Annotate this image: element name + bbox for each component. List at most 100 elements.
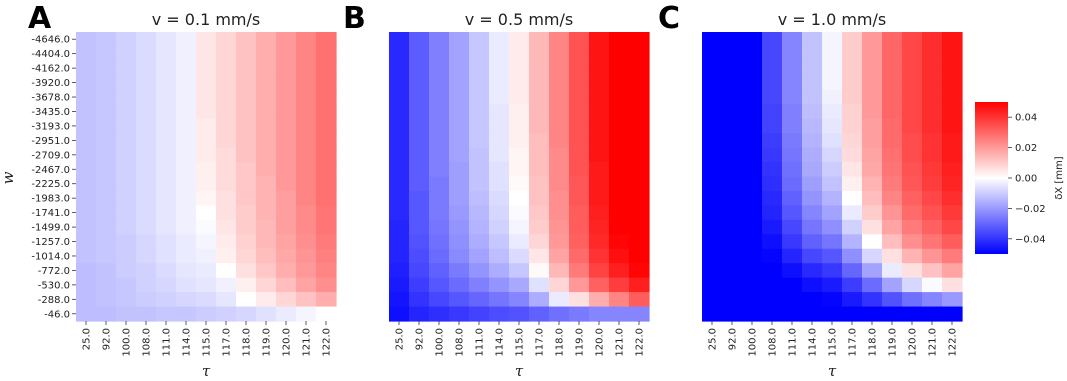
heatmap-cell (276, 306, 297, 322)
heatmap-cell (449, 60, 470, 76)
heatmap-cell (469, 133, 490, 149)
heatmap-cell (469, 248, 490, 264)
heatmap-cell (842, 32, 863, 48)
heatmap-cell (629, 147, 650, 163)
heatmap-cell (449, 104, 470, 120)
heatmap-cell (196, 89, 217, 105)
heatmap-cell (589, 277, 610, 293)
heatmap-cell (489, 118, 510, 134)
heatmap-cell (96, 277, 117, 293)
heatmap-cell (882, 219, 903, 235)
heatmap-cell (256, 277, 277, 293)
heatmap-cell (236, 46, 257, 62)
y-tick-label: -1257.0 (31, 237, 70, 248)
heatmap-cell (882, 176, 903, 192)
panel-a-heatmap (76, 32, 337, 322)
heatmap-cell (609, 234, 630, 250)
heatmap-cell (136, 234, 157, 250)
heatmap-cell (549, 190, 570, 206)
heatmap-cell (469, 118, 490, 134)
heatmap-cell (276, 263, 297, 279)
x-tick-label: 120.0 (908, 328, 919, 357)
heatmap-cell (256, 306, 277, 322)
heatmap-cell (549, 306, 570, 322)
heatmap-cell (316, 248, 337, 264)
heatmap-cell (529, 263, 550, 279)
heatmap-cell (489, 104, 510, 120)
heatmap-cell (802, 219, 823, 235)
heatmap-cell (509, 205, 530, 221)
heatmap-cell (842, 292, 863, 308)
heatmap-cell (782, 263, 803, 279)
heatmap-cell (942, 219, 963, 235)
heatmap-cell (609, 190, 630, 206)
heatmap-cell (489, 60, 510, 76)
heatmap-cell (762, 205, 783, 221)
y-tick-label: -1983.0 (31, 194, 70, 205)
heatmap-cell (862, 147, 883, 163)
heatmap-cell (216, 89, 237, 105)
heatmap-cell (389, 104, 410, 120)
heatmap-cell (409, 205, 430, 221)
heatmap-cell (509, 190, 530, 206)
heatmap-cell (76, 133, 97, 149)
heatmap-cell (742, 234, 763, 250)
heatmap-cell (882, 32, 903, 48)
heatmap-cell (176, 162, 197, 178)
heatmap-cell (742, 104, 763, 120)
heatmap-cell (389, 60, 410, 76)
heatmap-cell (276, 234, 297, 250)
heatmap-cell (389, 75, 410, 91)
heatmap-cell (116, 190, 137, 206)
heatmap-cell (316, 190, 337, 206)
heatmap-cell (822, 190, 843, 206)
heatmap-cell (569, 176, 590, 192)
x-tick-label: 119.0 (575, 328, 586, 357)
heatmap-cell (316, 162, 337, 178)
heatmap-cell (96, 234, 117, 250)
heatmap-cell (702, 205, 723, 221)
heatmap-cell (236, 162, 257, 178)
heatmap-cell (449, 89, 470, 105)
heatmap-cell (882, 263, 903, 279)
heatmap-cell (629, 60, 650, 76)
heatmap-cell (196, 133, 217, 149)
x-tick-label: 117.0 (848, 328, 859, 357)
heatmap-cell (296, 32, 317, 48)
heatmap-cell (76, 60, 97, 76)
heatmap-cell (529, 162, 550, 178)
heatmap-cell (296, 133, 317, 149)
heatmap-cell (609, 162, 630, 178)
heatmap-cell (922, 133, 943, 149)
heatmap-cell (469, 292, 490, 308)
heatmap-cell (96, 89, 117, 105)
heatmap-cell (449, 176, 470, 192)
x-tick-label: 122.0 (948, 328, 959, 357)
y-tick-label: -530.0 (38, 280, 70, 291)
heatmap-cell (702, 277, 723, 293)
heatmap-cell (822, 60, 843, 76)
heatmap-cell (489, 219, 510, 235)
heatmap-cell (802, 104, 823, 120)
colorbar-gradient (975, 102, 1008, 254)
heatmap-cell (136, 263, 157, 279)
heatmap-cell (389, 292, 410, 308)
heatmap-cell (782, 205, 803, 221)
heatmap-cell (96, 248, 117, 264)
colorbar-tick-label: −0.04 (1015, 234, 1046, 245)
heatmap-cell (96, 162, 117, 178)
heatmap-cell (76, 292, 97, 308)
heatmap-cell (409, 118, 430, 134)
heatmap-cell (902, 32, 923, 48)
heatmap-cell (76, 190, 97, 206)
heatmap-cell (569, 133, 590, 149)
heatmap-cell (469, 263, 490, 279)
heatmap-cell (136, 292, 157, 308)
heatmap-cell (389, 133, 410, 149)
heatmap-cell (589, 75, 610, 91)
heatmap-cell (862, 89, 883, 105)
heatmap-cell (509, 248, 530, 264)
heatmap-cell (529, 248, 550, 264)
heatmap-cell (216, 190, 237, 206)
heatmap-cell (609, 277, 630, 293)
